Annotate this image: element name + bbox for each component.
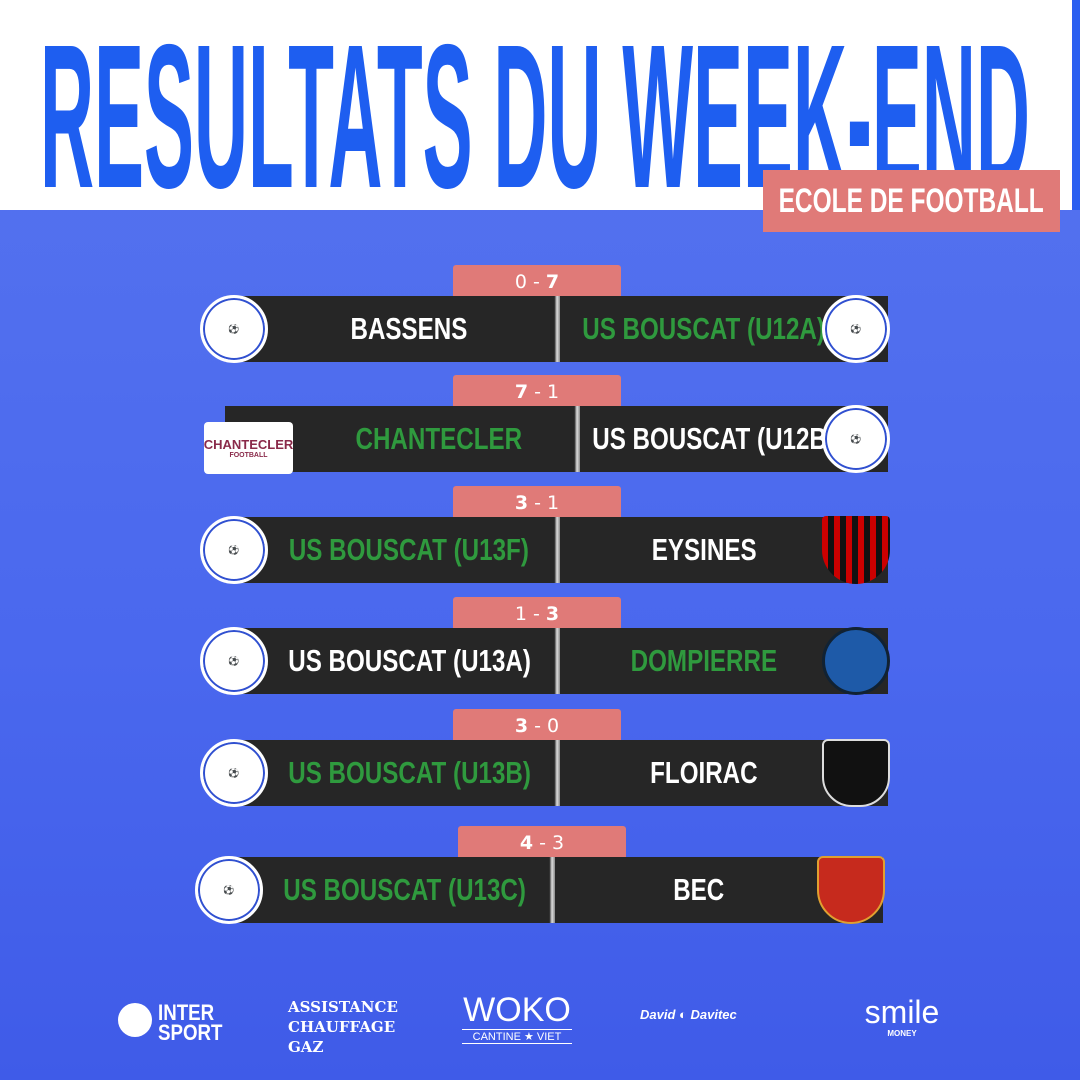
home-team-name: CHANTECLER (355, 421, 523, 456)
divider (553, 740, 560, 806)
away-team-name: FLOIRAC (650, 755, 758, 790)
home-score: 4 (519, 832, 534, 854)
away-score: 1 (547, 492, 560, 514)
category-badge: ECOLE DE FOOTBALL (763, 170, 1060, 232)
header-edge (1072, 0, 1080, 210)
intersport-icon (118, 1003, 152, 1037)
sponsor-david-davitec: David ◐ Davitec (640, 1007, 737, 1022)
away-team-name: US BOUSCAT (U12A) (582, 311, 826, 346)
sponsor-line: SPORT (158, 1020, 223, 1045)
match-bar: US BOUSCAT (U13F) EYSINES (225, 517, 888, 583)
away-team-name: EYSINES (651, 532, 757, 567)
divider (553, 628, 560, 694)
home-team-name: US BOUSCAT (U13A) (287, 643, 531, 678)
sponsor-line: CANTINE ★ VIET (462, 1029, 572, 1044)
page-title: RESULTATS DU WEEK-END (40, 22, 1030, 192)
match-bar: US BOUSCAT (U13A) DOMPIERRE (225, 628, 888, 694)
us-bouscat-crest-icon: ⚽ (200, 516, 268, 584)
match-row: 3 - 1 US BOUSCAT (U13F) EYSINES ⚽ (0, 486, 1080, 586)
match-row: 7 - 1 CHANTECLER US BOUSCAT (U12B) CHANT… (0, 375, 1080, 475)
home-team-name: US BOUSCAT (U13B) (287, 755, 531, 790)
away-team: EYSINES (560, 517, 889, 583)
divider (553, 517, 560, 583)
divider (553, 296, 560, 362)
away-score: 3 (552, 832, 565, 854)
sponsor-line: smile (864, 994, 940, 1030)
sponsor-line: MONEY (887, 1029, 917, 1038)
home-team-name: BASSENS (350, 311, 468, 346)
away-score: 7 (545, 271, 560, 293)
sponsor-intersport: INTER SPORT (118, 1000, 234, 1045)
sponsor-line: CHAUFFAGE (288, 1018, 396, 1036)
score-tab: 4 - 3 (458, 826, 626, 860)
home-team: CHANTECLER (225, 406, 574, 472)
home-team: US BOUSCAT (U13A) (225, 628, 554, 694)
home-team: US BOUSCAT (U13F) (225, 517, 554, 583)
eysines-ese-crest-icon (822, 516, 890, 584)
bassens-crest-icon: ⚽ (200, 295, 268, 363)
match-row: 0 - 7 BASSENS US BOUSCAT (U12A) ⚽ ⚽ (0, 265, 1080, 365)
away-team-name: DOMPIERRE (630, 643, 777, 678)
logo-text: FOOTBALL (229, 452, 268, 459)
away-team: BEC (555, 857, 884, 923)
away-team: DOMPIERRE (560, 628, 889, 694)
home-score: 0 (514, 271, 527, 293)
match-row: 4 - 3 US BOUSCAT (U13C) BEC ⚽ (0, 826, 1080, 926)
score-tab: 7 - 1 (453, 375, 621, 409)
score-tab: 3 - 1 (453, 486, 621, 520)
match-bar: US BOUSCAT (U13B) FLOIRAC (225, 740, 888, 806)
score-tab: 3 - 0 (453, 709, 621, 743)
home-team-name: US BOUSCAT (U13C) (282, 872, 526, 907)
us-bouscat-crest-icon: ⚽ (200, 627, 268, 695)
home-team: BASSENS (225, 296, 554, 362)
score-tab: 0 - 7 (453, 265, 621, 299)
divider (548, 857, 555, 923)
category-badge-label: ECOLE DE FOOTBALL (778, 181, 1045, 220)
sponsor-line: Davitec (690, 1007, 737, 1022)
chantecler-logo: CHANTECLER FOOTBALL (204, 422, 293, 474)
sponsor-line: WOKO (463, 991, 571, 1029)
sponsor-line: GAZ (288, 1038, 324, 1056)
away-team: FLOIRAC (560, 740, 889, 806)
divider (573, 406, 580, 472)
home-team-name: US BOUSCAT (U13F) (289, 532, 530, 567)
logo-text: CHANTECLER (203, 437, 294, 452)
sponsor-line: ASSISTANCE (288, 998, 398, 1016)
davitec-icon: ◐ (679, 1007, 687, 1022)
match-row: 3 - 0 US BOUSCAT (U13B) FLOIRAC ⚽ (0, 709, 1080, 809)
sponsor-smile-money: smile MONEY (852, 995, 952, 1038)
home-score: 7 (514, 381, 529, 403)
us-bouscat-crest-icon: ⚽ (200, 739, 268, 807)
match-bar: CHANTECLER US BOUSCAT (U12B) (225, 406, 888, 472)
page-title-text: RESULTATS DU WEEK-END (40, 22, 1030, 192)
dompierre-crest-icon (822, 627, 890, 695)
away-team: US BOUSCAT (U12B) (580, 406, 889, 472)
away-score: 3 (545, 603, 560, 625)
sponsor-line: David (640, 1007, 676, 1022)
us-bouscat-crest-icon: ⚽ (195, 856, 263, 924)
away-team-name: US BOUSCAT (U12B) (592, 421, 836, 456)
away-team: US BOUSCAT (U12A) (560, 296, 889, 362)
us-bouscat-crest-icon: ⚽ (822, 295, 890, 363)
away-score: 0 (547, 715, 560, 737)
sponsor-line: INTER (158, 1000, 215, 1025)
home-score: 3 (514, 492, 529, 514)
sponsor-woko: WOKO CANTINE ★ VIET (462, 993, 572, 1044)
floirac-football-crest-icon (822, 739, 890, 807)
home-score: 1 (514, 603, 527, 625)
home-team: US BOUSCAT (U13B) (225, 740, 554, 806)
home-score: 3 (514, 715, 529, 737)
match-row: 1 - 3 US BOUSCAT (U13A) DOMPIERRE ⚽ (0, 597, 1080, 697)
sponsors-bar: INTER SPORT ASSISTANCE CHAUFFAGE GAZ WOKO C… (0, 993, 1080, 1057)
match-bar: US BOUSCAT (U13C) BEC (220, 857, 883, 923)
match-bar: BASSENS US BOUSCAT (U12A) (225, 296, 888, 362)
away-team-name: BEC (673, 872, 725, 907)
us-bouscat-crest-icon: ⚽ (822, 405, 890, 473)
away-score: 1 (547, 381, 560, 403)
sponsor-assistance-chauffage-gaz: ASSISTANCE CHAUFFAGE GAZ (288, 997, 398, 1057)
bec-football-crest-icon (817, 856, 885, 924)
home-team: US BOUSCAT (U13C) (220, 857, 549, 923)
score-tab: 1 - 3 (453, 597, 621, 631)
